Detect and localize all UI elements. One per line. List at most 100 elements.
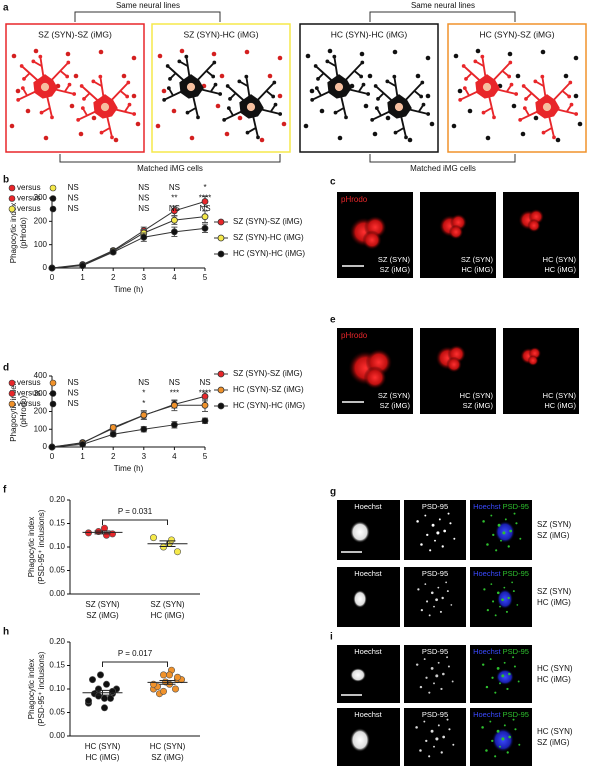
data-point	[160, 671, 168, 679]
x-tick-label: 4	[172, 273, 177, 282]
image-row: Hoechst PSD-95 Hoechst PSD-95 HC (SYN) H…	[337, 645, 573, 703]
y-tick-label: 0.10	[49, 542, 65, 551]
microglia	[309, 53, 371, 121]
sem-bar	[94, 689, 111, 696]
significance: NS	[68, 194, 79, 203]
p-value: P = 0.031	[118, 507, 153, 516]
image-label: SZ (iMG)	[380, 265, 411, 274]
marker	[170, 401, 178, 409]
image-label: HC (iMG)	[544, 265, 576, 274]
image-row: Hoechst PSD-95 Hoechst PSD-95 SZ (SYN) S…	[337, 500, 572, 560]
comparison-dot	[49, 205, 57, 213]
y-tick-label: 0.15	[49, 519, 65, 528]
data-point	[85, 697, 93, 705]
y-tick-label: 0.00	[49, 589, 65, 598]
comparison-dot	[8, 195, 16, 202]
channel-label: PSD-95	[503, 647, 529, 656]
bracket-label: Matched iMG cells	[137, 164, 203, 173]
image-label: SZ (SYN)	[378, 391, 411, 400]
comparison-dot	[49, 184, 57, 192]
marker	[201, 401, 209, 409]
legend-label: HC (SYN)-SZ (iMG)	[233, 385, 304, 394]
y-axis-label: Phagocytic index	[27, 659, 36, 719]
panel-label: g	[330, 487, 336, 498]
y-tick-label: 0.20	[49, 495, 65, 504]
significance: *	[142, 389, 145, 398]
row-label: SZ (SYN)	[537, 520, 572, 529]
marker	[170, 228, 178, 236]
comparison-dot	[49, 379, 57, 387]
line	[51, 201, 206, 269]
microglia	[517, 73, 579, 141]
microglia	[15, 53, 77, 121]
nucleus	[497, 589, 513, 609]
x-axis-label: Time (h)	[114, 464, 144, 473]
marker	[170, 207, 178, 215]
panel-label: e	[330, 315, 336, 326]
y-tick-label: 0.10	[49, 684, 65, 693]
marker	[48, 443, 56, 451]
y-tick-label: 400	[34, 371, 48, 380]
comparison-dot	[8, 379, 16, 387]
sem-bar	[159, 540, 176, 548]
legend-label: HC (SYN)-HC (iMG)	[233, 249, 305, 258]
significance: NS	[68, 204, 79, 213]
marker	[109, 424, 117, 431]
image-label: SZ (SYN)	[378, 255, 411, 264]
data-point	[101, 704, 109, 712]
channel-label: Hoechst	[473, 710, 501, 719]
x-tick-label: 1	[80, 452, 85, 461]
x-tick-label: SZ (SYN)	[150, 600, 185, 609]
x-tick-label: 2	[111, 452, 116, 461]
row-label: HC (SYN)	[537, 664, 573, 673]
significance: NS	[169, 378, 180, 387]
box	[151, 23, 291, 153]
line	[51, 227, 206, 269]
micrograph	[404, 645, 466, 703]
channel-label: Hoechst	[473, 569, 501, 578]
marker	[201, 213, 209, 221]
bracket-label: Same neural lines	[411, 1, 475, 10]
significance: NS	[169, 183, 180, 192]
legend-label: SZ (SYN)-HC (iMG)	[233, 233, 304, 242]
marker	[79, 440, 86, 448]
microglia	[369, 73, 431, 141]
marker	[201, 198, 209, 205]
comparison-label: versus	[17, 194, 41, 203]
marker	[201, 224, 209, 232]
y-tick-label: 0.05	[49, 708, 65, 717]
marker	[140, 233, 148, 241]
panel-label: c	[330, 177, 336, 188]
significance: ***	[170, 389, 179, 398]
significance: *	[142, 399, 145, 408]
channel-label: PSD-95	[422, 710, 448, 719]
channel-label: Hoechst	[473, 502, 501, 511]
row-label: HC (SYN)	[537, 727, 573, 736]
y-axis-label: (pHrodo)	[19, 217, 28, 249]
y-tick-label: 0	[43, 263, 48, 272]
channel-label: Hoechst PSD-95	[473, 710, 529, 719]
x-tick-label: 3	[142, 273, 147, 282]
data-point	[103, 680, 111, 688]
x-tick-label: HC (iMG)	[86, 753, 120, 762]
comparison-dot	[8, 205, 16, 213]
channel-label: Hoechst	[354, 569, 382, 578]
micrograph	[337, 567, 400, 627]
box-title: HC (SYN)-HC (iMG)	[331, 29, 408, 39]
channel-label: PSD-95	[503, 569, 529, 578]
nucleus	[350, 728, 370, 752]
y-tick-label: 0.05	[49, 566, 65, 575]
significance: NS	[199, 378, 210, 387]
marker	[109, 248, 117, 256]
marker	[79, 262, 86, 270]
data-point	[101, 694, 109, 702]
microglia	[75, 73, 137, 141]
sem-bar	[94, 530, 111, 535]
significance: NS	[138, 183, 149, 192]
x-tick-label: 4	[172, 452, 177, 461]
y-tick-label: 0	[43, 442, 48, 451]
box	[5, 23, 145, 153]
x-tick-label: 0	[50, 452, 55, 461]
comparison-dot	[8, 184, 16, 192]
x-tick-label: HC (iMG)	[151, 611, 185, 620]
